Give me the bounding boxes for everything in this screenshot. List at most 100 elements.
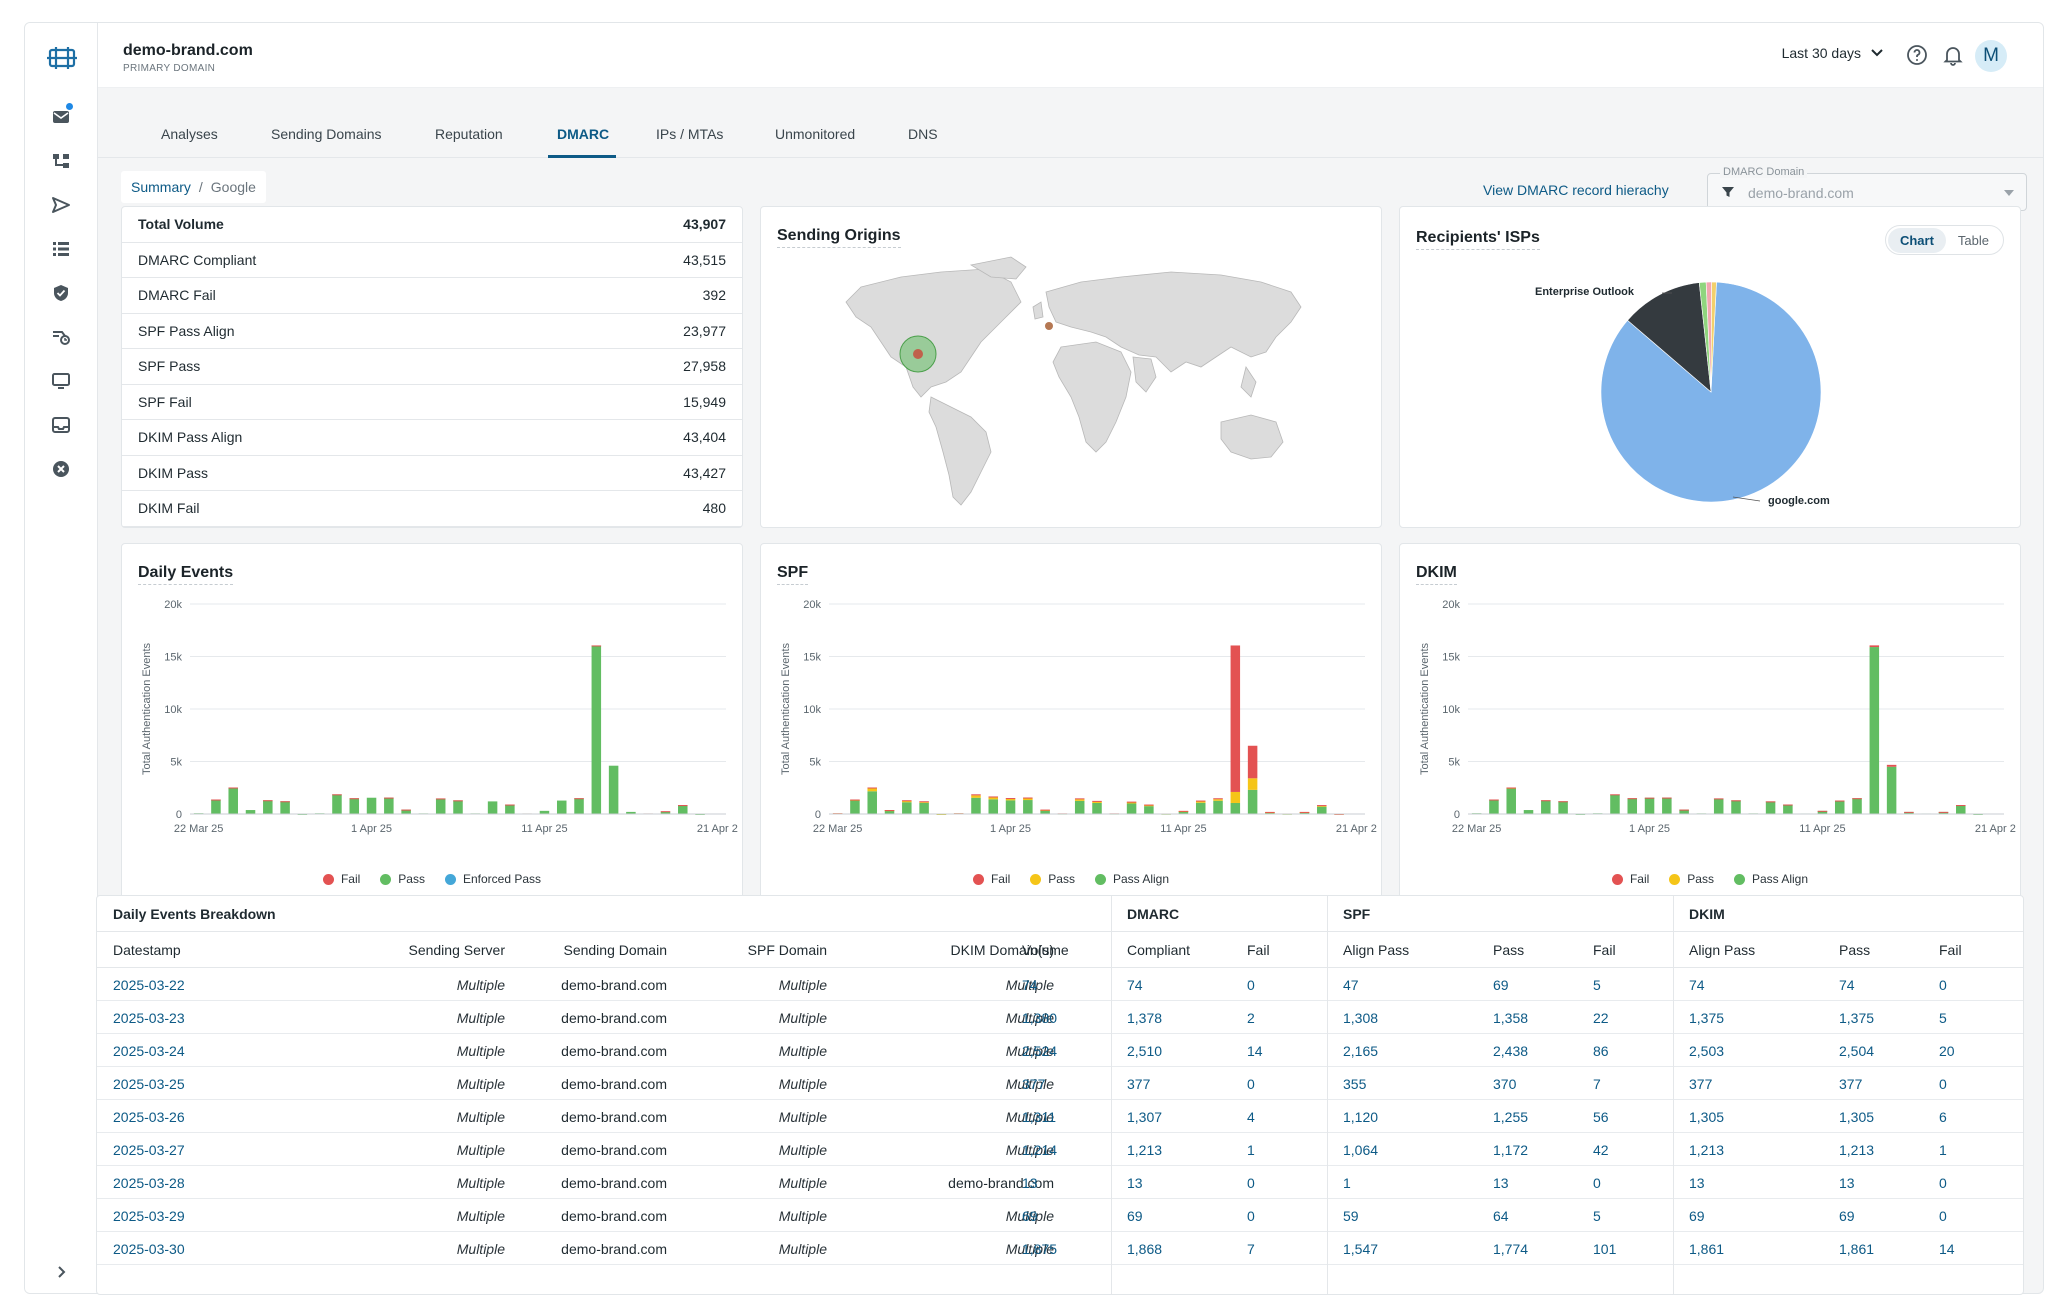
bar-segment[interactable] (1852, 798, 1862, 814)
bar-segment[interactable] (280, 801, 290, 803)
bar-segment[interactable] (211, 799, 221, 814)
bar-segment[interactable] (1126, 803, 1137, 815)
table-cell[interactable]: 5 (1939, 1009, 1947, 1026)
bar-segment[interactable] (626, 811, 636, 814)
table-cell[interactable]: 1,868 (1127, 1240, 1163, 1257)
table-cell[interactable]: 1,375 (1839, 1009, 1875, 1026)
table-cell[interactable]: 2,524 (1022, 1042, 1058, 1059)
daily-events-chart[interactable]: 0 5k 10k 15k 20k Total Authentication Events 2… (122, 544, 744, 844)
table-cell[interactable]: 2,503 (1689, 1042, 1725, 1059)
bar-segment[interactable] (1869, 647, 1880, 814)
table-row[interactable]: 2025-03-22 Multiple demo-brand.com Multiple… (97, 968, 2023, 1001)
bar-segment[interactable] (1230, 791, 1241, 803)
table-row[interactable]: 2025-03-30 Multiple demo-brand.com Multiple… (97, 1232, 2023, 1265)
table-cell[interactable]: 47 (1343, 976, 1359, 993)
logo-icon[interactable] (43, 39, 81, 77)
legend-fail[interactable]: Fail (972, 872, 1010, 886)
column-header[interactable]: Pass (1839, 932, 1919, 968)
bar-segment[interactable] (1956, 805, 1966, 807)
bar-segment[interactable] (1627, 798, 1638, 814)
avatar[interactable]: M (1975, 40, 2007, 72)
table-cell[interactable]: 14 (1939, 1240, 1955, 1257)
bar-segment[interactable] (1558, 801, 1568, 814)
bar-segment[interactable] (591, 645, 602, 647)
table-cell[interactable]: 1 (1939, 1141, 1947, 1158)
table-cell[interactable]: 2025-03-24 (113, 1042, 185, 1059)
bar-segment[interactable] (988, 797, 999, 800)
bar-segment[interactable] (1834, 800, 1845, 814)
list-icon[interactable] (49, 237, 73, 261)
table-cell[interactable]: 1,308 (1343, 1009, 1379, 1026)
legend-pass-align[interactable]: Pass Align (1733, 872, 1808, 886)
bar-segment[interactable] (1230, 645, 1241, 792)
table-cell[interactable]: 14 (1247, 1042, 1263, 1059)
bar-segment[interactable] (1610, 794, 1620, 796)
table-row[interactable]: 2025-03-28 Multiple demo-brand.com Multiple… (97, 1166, 2023, 1199)
bar-segment[interactable] (1679, 809, 1689, 811)
table-cell[interactable]: 2025-03-26 (113, 1108, 185, 1125)
table-cell[interactable]: 1,861 (1839, 1240, 1875, 1257)
chart-table-toggle[interactable]: Chart Table (1884, 225, 2004, 255)
table-cell[interactable]: 5 (1593, 1207, 1601, 1224)
table-cell[interactable]: 0 (1247, 976, 1255, 993)
table-cell[interactable]: 7 (1247, 1240, 1255, 1257)
bar-segment[interactable] (1317, 805, 1327, 807)
table-cell[interactable]: 101 (1593, 1240, 1617, 1257)
bar-segment[interactable] (487, 801, 498, 814)
bar-segment[interactable] (678, 805, 688, 814)
bar-segment[interactable] (539, 810, 550, 814)
table-cell[interactable]: 370 (1493, 1075, 1517, 1092)
pie-slice[interactable] (1710, 281, 1717, 393)
legend-pass[interactable]: Pass (1030, 872, 1075, 886)
table-cell[interactable]: 5 (1593, 976, 1601, 993)
table-cell[interactable]: 2025-03-25 (113, 1075, 185, 1092)
bar-segment[interactable] (384, 797, 394, 814)
bar-segment[interactable] (1092, 800, 1102, 802)
bar-segment[interactable] (1074, 798, 1085, 800)
table-cell[interactable]: 0 (1247, 1174, 1255, 1191)
bar-segment[interactable] (453, 800, 463, 814)
table-cell[interactable]: 1,358 (1493, 1009, 1529, 1026)
table-cell[interactable]: 74 (1022, 976, 1038, 993)
bar-segment[interactable] (384, 797, 394, 799)
bar-segment[interactable] (1869, 645, 1880, 648)
bar-segment[interactable] (1178, 811, 1189, 814)
bar-segment[interactable] (1852, 798, 1862, 800)
bar-segment[interactable] (1023, 797, 1033, 799)
bar-segment[interactable] (1713, 798, 1724, 814)
table-cell[interactable]: 2,438 (1493, 1042, 1529, 1059)
bar-segment[interactable] (1489, 799, 1499, 814)
tab-unmonitored[interactable]: Unmonitored (775, 126, 856, 142)
bar-segment[interactable] (1023, 800, 1033, 814)
table-row[interactable]: 2025-03-26 Multiple demo-brand.com Multiple… (97, 1100, 2023, 1133)
bar-segment[interactable] (850, 800, 860, 814)
bar-segment[interactable] (332, 794, 342, 796)
bar-segment[interactable] (1541, 800, 1551, 802)
bar-segment[interactable] (902, 800, 912, 802)
bar-segment[interactable] (1144, 805, 1154, 807)
bar-segment[interactable] (1074, 799, 1085, 801)
bar-segment[interactable] (1178, 810, 1189, 812)
bar-segment[interactable] (902, 802, 912, 814)
tab-dmarc[interactable]: DMARC (557, 126, 610, 142)
bar-segment[interactable] (245, 810, 256, 814)
bar-segment[interactable] (1904, 811, 1914, 813)
table-row[interactable]: 2025-03-27 Multiple demo-brand.com Multiple… (97, 1133, 2023, 1166)
legend-pass-align[interactable]: Pass Align (1094, 872, 1169, 886)
dmarc-hierarchy-link[interactable]: View DMARC record hierachy (1483, 182, 1669, 198)
toggle-chart[interactable]: Chart (1887, 227, 1946, 253)
bar-segment[interactable] (263, 800, 273, 802)
bar-segment[interactable] (919, 801, 929, 803)
bar-segment[interactable] (211, 799, 221, 801)
table-cell[interactable]: 1,378 (1127, 1009, 1163, 1026)
bar-segment[interactable] (884, 810, 895, 812)
bar-segment[interactable] (1265, 812, 1275, 814)
bar-segment[interactable] (1040, 809, 1050, 811)
bar-segment[interactable] (1317, 806, 1327, 814)
column-header[interactable]: Sending Server (339, 932, 505, 968)
table-cell[interactable]: 1,120 (1343, 1108, 1379, 1125)
table-cell[interactable]: 2025-03-29 (113, 1207, 185, 1224)
table-cell[interactable]: 1 (1343, 1174, 1351, 1191)
bar-segment[interactable] (988, 796, 999, 798)
table-cell[interactable]: 377 (1839, 1075, 1863, 1092)
